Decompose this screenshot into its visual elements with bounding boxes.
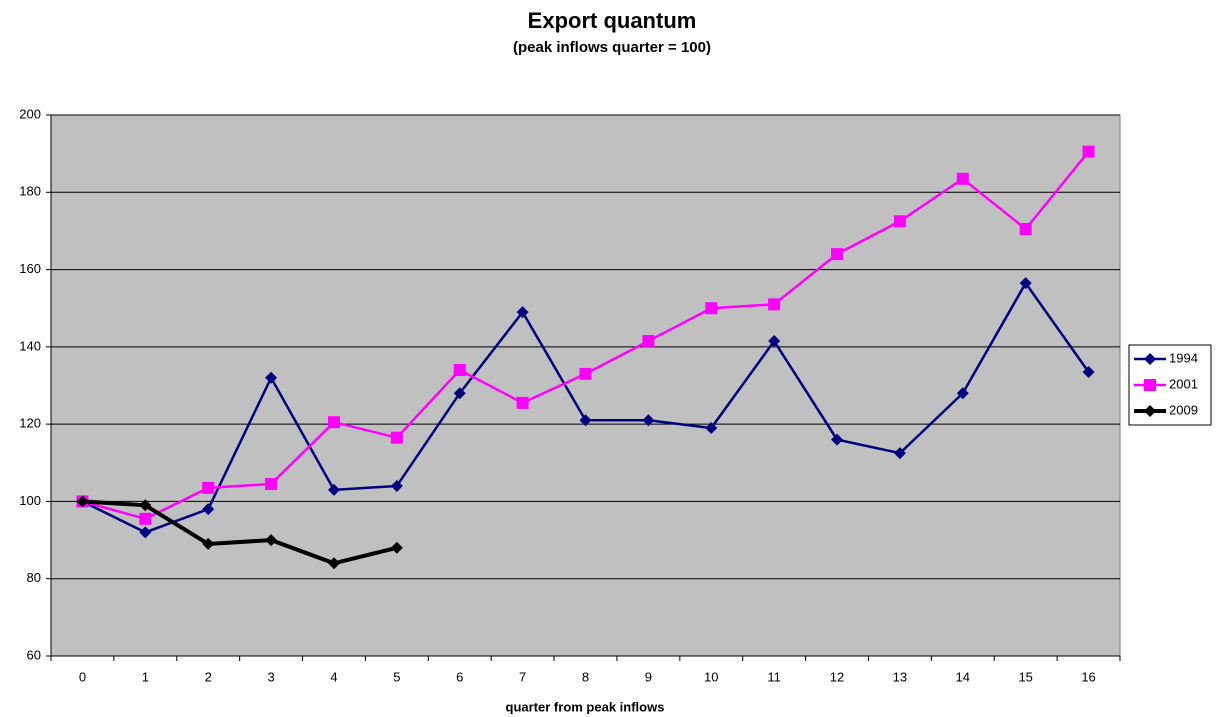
marker bbox=[453, 364, 466, 377]
marker bbox=[1144, 379, 1156, 391]
x-tick-label: 16 bbox=[1081, 669, 1095, 684]
marker bbox=[390, 541, 403, 554]
x-tick-label: 2 bbox=[205, 669, 212, 684]
marker bbox=[1082, 365, 1095, 378]
marker bbox=[579, 367, 592, 380]
y-tick-label: 100 bbox=[19, 493, 41, 508]
marker bbox=[831, 433, 844, 446]
x-tick-label: 0 bbox=[79, 669, 86, 684]
y-tick-label: 160 bbox=[19, 261, 41, 276]
marker bbox=[76, 495, 89, 508]
marker bbox=[893, 215, 906, 228]
y-tick-label: 140 bbox=[19, 338, 41, 353]
y-tick-label: 120 bbox=[19, 416, 41, 431]
marker bbox=[202, 503, 215, 516]
marker bbox=[139, 499, 152, 512]
marker bbox=[579, 414, 592, 427]
marker bbox=[768, 298, 781, 311]
marker bbox=[390, 479, 403, 492]
y-tick-label: 80 bbox=[27, 570, 41, 585]
marker bbox=[139, 512, 152, 525]
plot-area bbox=[50, 114, 1121, 657]
x-tick-label: 3 bbox=[267, 669, 274, 684]
x-tick-label: 1 bbox=[142, 669, 149, 684]
x-tick-label: 6 bbox=[456, 669, 463, 684]
y-tick-label: 200 bbox=[19, 106, 41, 121]
chart-subtitle: (peak inflows quarter = 100) bbox=[513, 39, 711, 56]
x-tick-label: 13 bbox=[893, 669, 907, 684]
marker bbox=[265, 534, 278, 547]
legend-label: 2009 bbox=[1169, 402, 1198, 417]
x-tick-label: 5 bbox=[393, 669, 400, 684]
marker bbox=[956, 172, 969, 185]
marker bbox=[327, 416, 340, 429]
marker bbox=[705, 302, 718, 315]
marker bbox=[1082, 145, 1095, 158]
x-tick-label: 15 bbox=[1018, 669, 1032, 684]
marker bbox=[1144, 353, 1156, 365]
x-tick-label: 9 bbox=[645, 669, 652, 684]
chart-title: Export quantum bbox=[528, 8, 697, 33]
x-tick-label: 4 bbox=[330, 669, 337, 684]
legend-label: 1994 bbox=[1169, 350, 1198, 365]
x-tick-label: 12 bbox=[830, 669, 844, 684]
series-line bbox=[82, 499, 398, 566]
marker bbox=[893, 447, 906, 460]
y-tick-label: 180 bbox=[19, 184, 41, 199]
marker bbox=[516, 306, 529, 319]
marker bbox=[265, 371, 278, 384]
marker bbox=[1019, 277, 1032, 290]
marker bbox=[516, 396, 529, 409]
marker bbox=[956, 387, 969, 400]
marker bbox=[1144, 405, 1156, 417]
marker bbox=[642, 414, 655, 427]
marker bbox=[705, 422, 718, 435]
x-tick-label: 7 bbox=[519, 669, 526, 684]
marker bbox=[202, 537, 215, 550]
marker bbox=[139, 526, 152, 539]
y-tick-label: 60 bbox=[27, 647, 41, 662]
marker bbox=[642, 335, 655, 348]
marker bbox=[390, 431, 403, 444]
marker bbox=[327, 557, 340, 570]
x-tick-label: 14 bbox=[956, 669, 970, 684]
x-tick-label: 11 bbox=[767, 669, 781, 684]
x-tick-label: 8 bbox=[582, 669, 589, 684]
marker bbox=[202, 481, 215, 494]
marker bbox=[453, 387, 466, 400]
marker bbox=[327, 483, 340, 496]
marker bbox=[831, 248, 844, 261]
x-axis-label: quarter from peak inflows bbox=[506, 699, 665, 714]
legend-label: 2001 bbox=[1169, 376, 1198, 391]
x-tick-label: 10 bbox=[704, 669, 718, 684]
marker bbox=[1019, 222, 1032, 235]
marker bbox=[768, 335, 781, 348]
marker bbox=[265, 478, 278, 491]
